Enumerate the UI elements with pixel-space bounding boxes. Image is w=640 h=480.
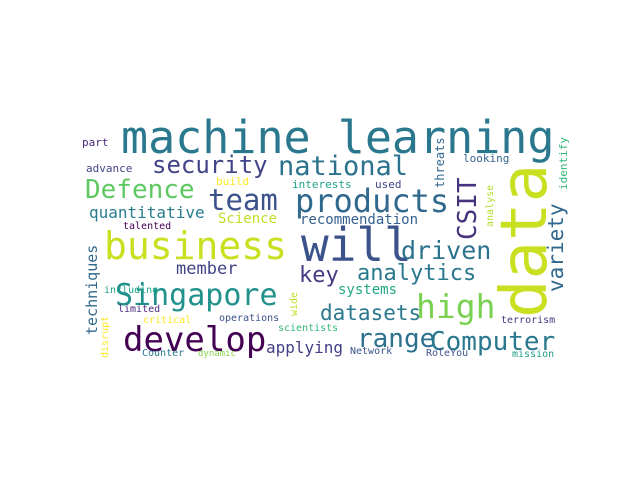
word-disrupt: disrupt <box>100 315 111 358</box>
word-driven: driven <box>401 236 492 265</box>
word-business: business <box>104 224 288 268</box>
word-techniques: techniques <box>83 244 101 335</box>
word-quantitative: quantitative <box>89 203 205 222</box>
word-limited: limited <box>118 304 161 315</box>
word-machine-learning: machine learning <box>121 111 555 164</box>
word-threats: threats <box>433 137 447 188</box>
word-counter: Counter <box>142 348 185 359</box>
word-advance: advance <box>86 162 133 175</box>
word-security: security <box>152 151 268 179</box>
word-analytics: analytics <box>357 261 477 286</box>
word-will: will <box>301 218 412 272</box>
word-member: member <box>176 259 238 279</box>
word-build: build <box>216 175 250 188</box>
word-identify: identify <box>557 137 570 190</box>
word-national: national <box>278 151 409 182</box>
word-science: Science <box>218 211 278 227</box>
word-talented: talented <box>123 221 172 232</box>
word-dynamic: dynamic <box>198 349 236 359</box>
word-recommendation: recommendation <box>300 212 419 228</box>
word-roleyou: RoleYou <box>426 348 469 359</box>
word-develop: develop <box>123 320 267 360</box>
word-systems: systems <box>338 282 398 298</box>
word-products: products <box>295 182 450 220</box>
word-team: team <box>208 183 278 217</box>
word-defence: Defence <box>85 175 195 205</box>
word-range: range <box>357 324 436 354</box>
word-interests: interests <box>292 178 352 191</box>
word-looking: looking <box>463 152 510 165</box>
word-wide: wide <box>289 291 300 316</box>
word-analyse: analyse <box>485 184 496 227</box>
word-terrorism: terrorism <box>501 315 556 326</box>
word-csit: CSIT <box>453 177 483 240</box>
word-used: used <box>375 178 402 191</box>
word-variety: variety <box>544 203 568 292</box>
word-applying: applying <box>266 338 344 357</box>
word-critical: critical <box>143 315 192 326</box>
word-including: including <box>104 285 159 296</box>
word-datasets: datasets <box>320 301 422 325</box>
word-key: key <box>299 263 339 288</box>
word-singapore: Singapore <box>115 278 278 313</box>
word-computer: Computer <box>430 327 556 357</box>
word-network: Network <box>350 346 393 357</box>
word-scientists: scientists <box>278 323 339 334</box>
word-operations: operations <box>219 313 280 324</box>
word-high: high <box>416 287 496 326</box>
word-mission: mission <box>512 349 555 360</box>
word-part: part <box>82 136 109 149</box>
